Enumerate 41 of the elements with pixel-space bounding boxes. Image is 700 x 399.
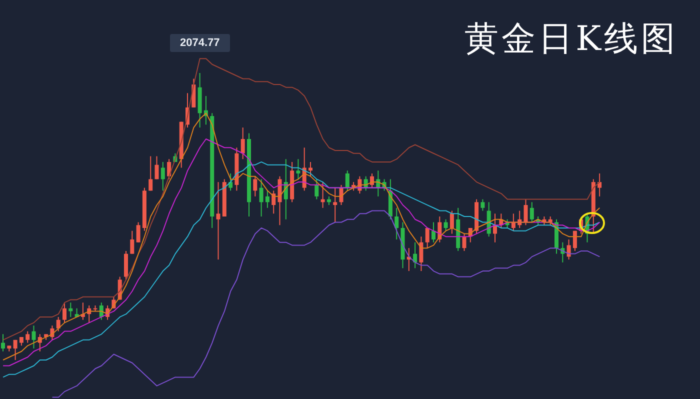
candlestick — [265, 190, 270, 208]
candlestick — [216, 182, 220, 260]
candlestick — [450, 210, 454, 234]
candlestick — [511, 213, 516, 232]
candlestick — [167, 158, 172, 180]
candlestick — [56, 316, 60, 332]
candlestick — [308, 161, 312, 177]
candlestick — [148, 156, 153, 192]
candlestick — [228, 172, 233, 192]
candlestick — [598, 172, 602, 197]
candlestick — [154, 156, 159, 180]
candlestick — [272, 190, 276, 214]
candlestick — [278, 176, 282, 226]
candlestick — [240, 127, 245, 160]
candlestick — [432, 222, 436, 243]
candlestick — [394, 207, 399, 240]
candlestick — [160, 161, 165, 192]
candlestick — [419, 236, 424, 272]
chart-title: 黄金日K线图 — [464, 18, 678, 61]
candlestick — [136, 222, 140, 243]
candlestick — [62, 302, 66, 324]
candlestick — [259, 178, 264, 217]
candlestick — [32, 325, 36, 350]
candlestick — [530, 202, 534, 223]
candlestick — [314, 178, 319, 200]
candlestick — [296, 158, 300, 180]
candlestick — [130, 230, 134, 254]
candlestick — [124, 250, 128, 280]
candlestick — [13, 339, 18, 360]
candlestick — [333, 187, 338, 223]
candlestick — [253, 176, 258, 197]
candlestick — [26, 330, 30, 344]
candlestick — [345, 170, 350, 192]
candlestick — [524, 198, 528, 226]
annotation: 2074.77 — [170, 34, 230, 52]
candlestick — [444, 218, 448, 232]
candlestick — [480, 198, 485, 212]
candlestick — [566, 238, 571, 260]
candlestick — [1, 334, 5, 352]
candlestick — [425, 227, 430, 249]
candlestick — [462, 233, 466, 252]
